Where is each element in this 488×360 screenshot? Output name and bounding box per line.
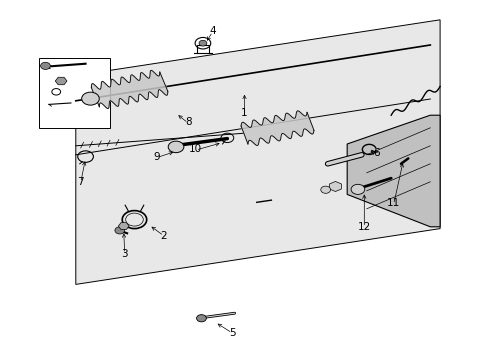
Bar <box>39 58 110 128</box>
Text: 11: 11 <box>386 198 400 208</box>
Circle shape <box>196 315 206 322</box>
Circle shape <box>168 141 183 153</box>
Text: 6: 6 <box>372 148 379 158</box>
Text: 4: 4 <box>209 26 216 36</box>
Text: 7: 7 <box>77 177 84 187</box>
Circle shape <box>115 227 124 234</box>
Polygon shape <box>329 181 341 192</box>
Circle shape <box>41 62 50 69</box>
Text: 8: 8 <box>184 117 191 127</box>
Text: 5: 5 <box>228 328 235 338</box>
Text: 2: 2 <box>160 231 167 241</box>
Text: 12: 12 <box>357 222 370 232</box>
Circle shape <box>320 186 330 193</box>
Text: 10: 10 <box>189 144 202 154</box>
Polygon shape <box>55 77 67 85</box>
Circle shape <box>199 40 206 46</box>
Polygon shape <box>118 222 129 230</box>
Text: 1: 1 <box>241 108 247 118</box>
Text: 3: 3 <box>121 249 128 259</box>
Polygon shape <box>241 111 313 145</box>
Polygon shape <box>91 70 167 109</box>
Text: 9: 9 <box>153 152 160 162</box>
Circle shape <box>350 184 364 194</box>
Polygon shape <box>346 115 439 227</box>
Circle shape <box>81 92 99 105</box>
Polygon shape <box>76 20 439 284</box>
